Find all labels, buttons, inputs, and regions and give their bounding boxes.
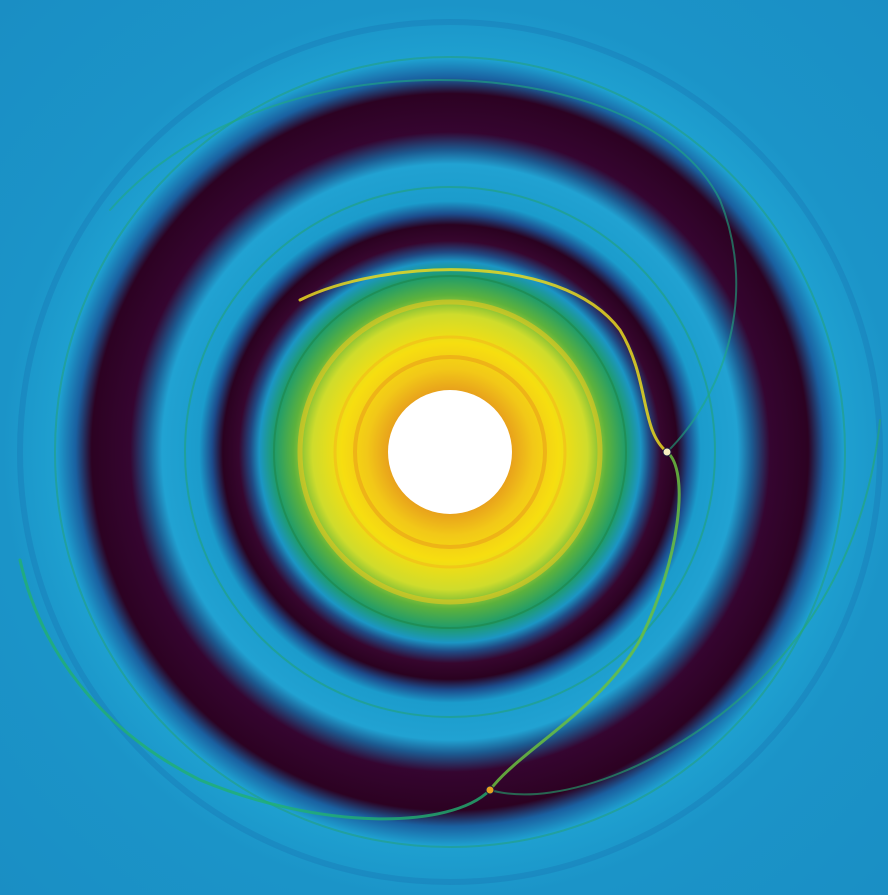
- ring-structure: [17, 19, 883, 885]
- planets: [485, 447, 672, 795]
- inner-hole: [388, 390, 512, 514]
- spiral-arms: [18, 78, 881, 821]
